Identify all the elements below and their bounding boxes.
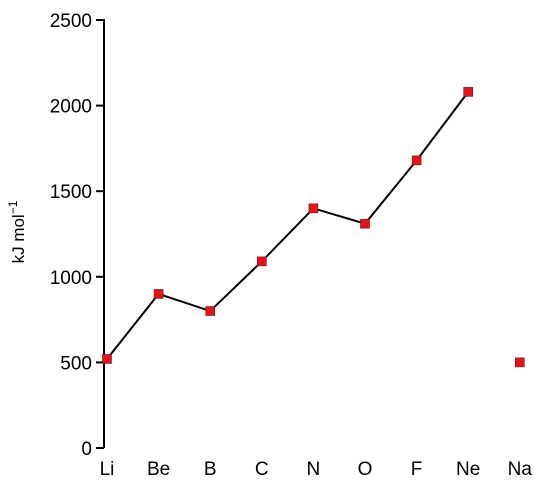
data-point-li [102,354,112,364]
y-tick-label: 2000 [50,97,92,118]
x-tick-label: Be [147,459,170,480]
x-tick-label: B [204,459,217,480]
x-tick-label: O [358,459,373,480]
x-axis-ticks: Li Be B C N O F Ne Na [100,459,533,480]
y-tick-label: 1000 [50,268,92,289]
x-tick-label: Ne [456,459,480,480]
series-line [106,91,469,360]
data-point-ne [463,87,474,97]
y-tick-label: 1500 [50,182,92,203]
y-tick-label: 2500 [50,11,92,32]
data-point-na [514,357,525,368]
data-point-n [308,203,319,214]
data-point-b [205,306,215,316]
y-tick-label: 500 [60,353,92,374]
y-axis-label: kJ mol−1 [6,200,28,263]
x-tick-label: N [307,459,321,480]
data-point-o [360,218,370,229]
data-point-c [256,256,267,267]
y-tick-label: 0 [81,439,92,460]
x-tick-label: F [411,459,423,480]
x-tick-label: Na [508,459,533,480]
y-axis-ticks: 0 500 1000 1500 2000 2500 [50,11,104,460]
x-tick-label: Li [100,459,115,480]
x-tick-label: C [255,459,269,480]
data-point-be [153,289,164,299]
data-points [102,87,525,368]
data-point-f [411,155,422,166]
